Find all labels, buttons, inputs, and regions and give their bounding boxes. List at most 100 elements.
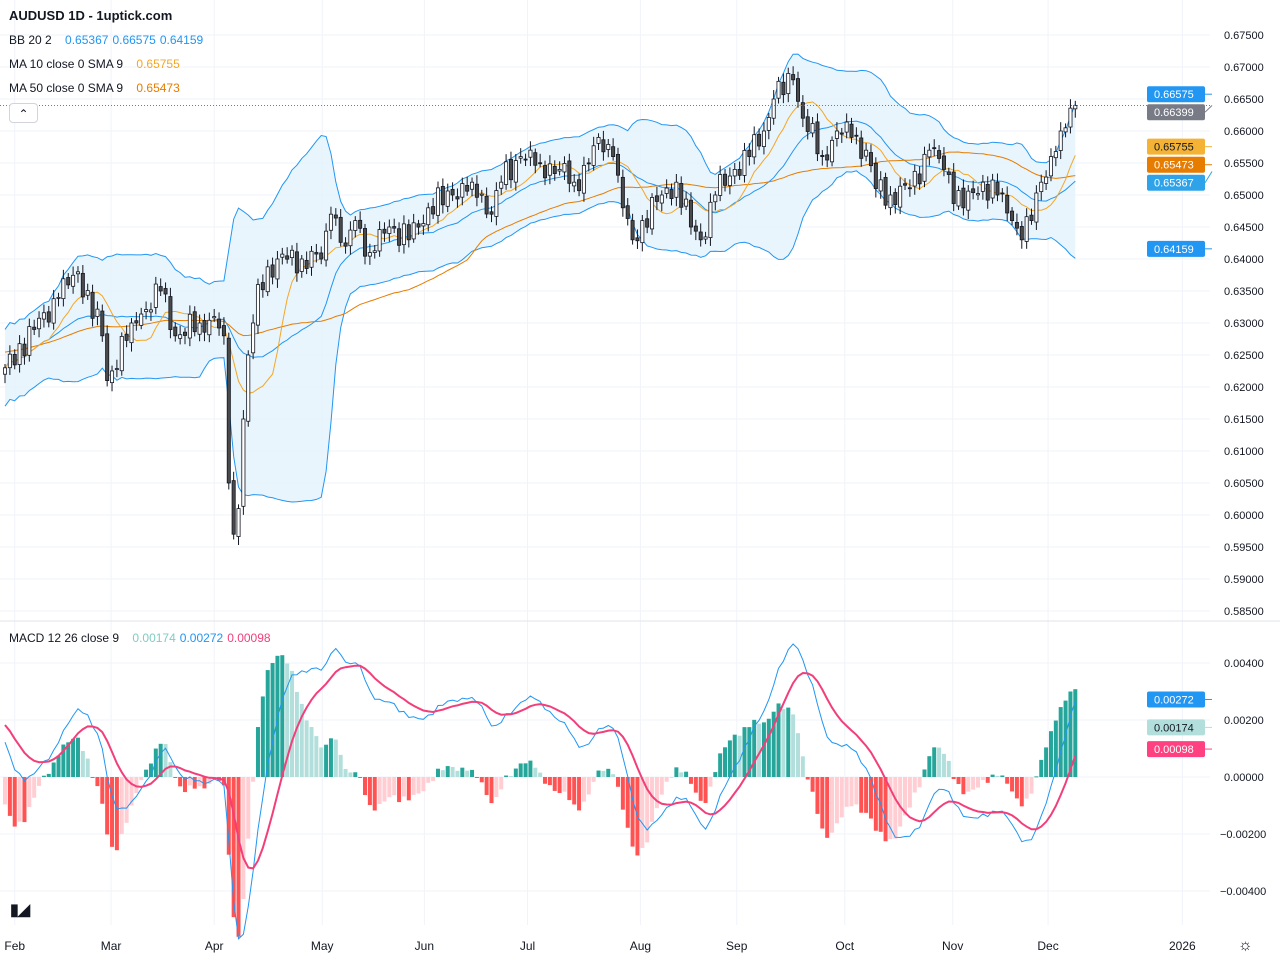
macd-histogram-bar (572, 777, 577, 805)
macd-histogram-bar (207, 777, 212, 784)
candle-body (236, 508, 241, 537)
legend-bb-upper: 0.66575 (112, 33, 156, 47)
macd-histogram-bar (353, 772, 358, 777)
macd-histogram-bar (815, 777, 820, 814)
candle-body (966, 190, 971, 211)
candle-body (416, 223, 421, 228)
candle-body (1053, 151, 1058, 159)
candle-body (324, 230, 329, 261)
candle-body (226, 337, 231, 484)
candle-body (494, 190, 499, 217)
legend-macd[interactable]: MACD 12 26 close 9 0.00174 0.00272 0.00098 (9, 631, 275, 645)
chevron-up-icon: ⌃ (18, 107, 29, 121)
macd-histogram-bar (557, 777, 562, 793)
price-tick-label: 0.61000 (1224, 446, 1264, 458)
macd-histogram-bar (810, 777, 815, 792)
candle-body (567, 160, 572, 184)
candle-body (737, 169, 742, 176)
macd-histogram-bar (591, 777, 596, 782)
candle-body (912, 170, 917, 187)
candle-body (985, 183, 990, 201)
candle-body (382, 228, 387, 234)
macd-histogram-bar (231, 777, 236, 918)
legend-macd-line: 0.00272 (179, 631, 224, 645)
candle-body (533, 152, 538, 166)
candle-body (693, 225, 698, 232)
macd-histogram-bar (552, 777, 557, 791)
price-axis-badge-bg (1147, 104, 1205, 121)
candle-body (134, 320, 139, 324)
candle-body (1019, 226, 1024, 241)
price-tick-label: 0.62000 (1224, 382, 1264, 394)
candle-body (144, 309, 149, 313)
price-tick-label: 0.67000 (1224, 62, 1264, 74)
candle-body (489, 211, 494, 215)
macd-histogram-bar (1039, 759, 1044, 777)
macd-histogram-bar (12, 777, 17, 827)
macd-histogram-bar (294, 691, 299, 777)
legend-bb[interactable]: BB 20 2 0.65367 0.66575 0.64159 (9, 33, 207, 47)
candle-body (484, 195, 489, 215)
candle-body (110, 370, 115, 384)
macd-histogram-bar (830, 777, 835, 833)
tradingview-logo[interactable]: ▮◢ (10, 902, 30, 919)
gear-icon[interactable]: ☼ (1238, 937, 1253, 954)
candle-body (363, 228, 368, 257)
macd-histogram-bar (581, 777, 586, 802)
macd-histogram-bar (844, 777, 849, 807)
macd-histogram-bar (22, 777, 27, 823)
candle-body (834, 130, 839, 139)
macd-histogram-bar (324, 744, 329, 777)
macd-histogram-bar (941, 753, 946, 777)
legend-ma50[interactable]: MA 50 close 0 SMA 9 0.65473 (9, 81, 184, 95)
candle-body (353, 220, 358, 231)
candle-body (163, 288, 168, 295)
candle-body (927, 149, 932, 158)
macd-tick-label: 0.00000 (1224, 772, 1264, 784)
collapse-legend-button[interactable]: ⌃ (9, 103, 38, 123)
macd-histogram-bar (455, 770, 460, 777)
macd-histogram-bar (562, 777, 567, 792)
candle-body (713, 194, 718, 203)
macd-histogram-bar (601, 770, 606, 777)
macd-histogram-bar (732, 734, 737, 777)
macd-histogram-bar (314, 736, 319, 777)
candle-body (766, 117, 771, 131)
candle-body (1029, 214, 1034, 222)
candle-body (640, 220, 645, 244)
candle-body (187, 313, 192, 339)
candle-body (688, 199, 693, 228)
candle-body (1039, 181, 1044, 193)
price-axis-badge-bg (1147, 240, 1205, 257)
candle-body (153, 283, 158, 308)
candle-body (421, 223, 426, 227)
macd-histogram-bar (990, 774, 995, 777)
price-axis-badge: 0.65755 (1154, 142, 1194, 154)
macd-histogram-bar (319, 747, 324, 777)
macd-histogram-bar (567, 777, 572, 801)
candle-body (231, 480, 236, 535)
time-tick-label: Dec (1037, 939, 1058, 953)
macd-histogram-bar (703, 777, 708, 803)
macd-histogram-bar (56, 755, 61, 777)
macd-histogram-bar (61, 744, 66, 777)
macd-histogram-bar (401, 777, 406, 797)
candle-body (1068, 107, 1073, 128)
macd-histogram-bar (187, 777, 192, 786)
macd-histogram-bar (538, 772, 543, 777)
candle-body (508, 159, 513, 181)
legend-ma10[interactable]: MA 10 close 0 SMA 9 0.65755 (9, 57, 184, 71)
macd-histogram-bar (922, 769, 927, 777)
macd-histogram-bar (888, 777, 893, 840)
macd-histogram-bar (1000, 775, 1005, 777)
macd-histogram-bar (119, 777, 124, 835)
macd-histogram-bar (825, 777, 830, 838)
candle-body (1048, 156, 1053, 177)
candle-body (255, 284, 260, 326)
macd-histogram-bar (883, 777, 888, 842)
candle-body (956, 190, 961, 207)
candle-body (202, 320, 207, 333)
macd-histogram-bar (971, 777, 976, 790)
candle-body (1014, 221, 1019, 229)
